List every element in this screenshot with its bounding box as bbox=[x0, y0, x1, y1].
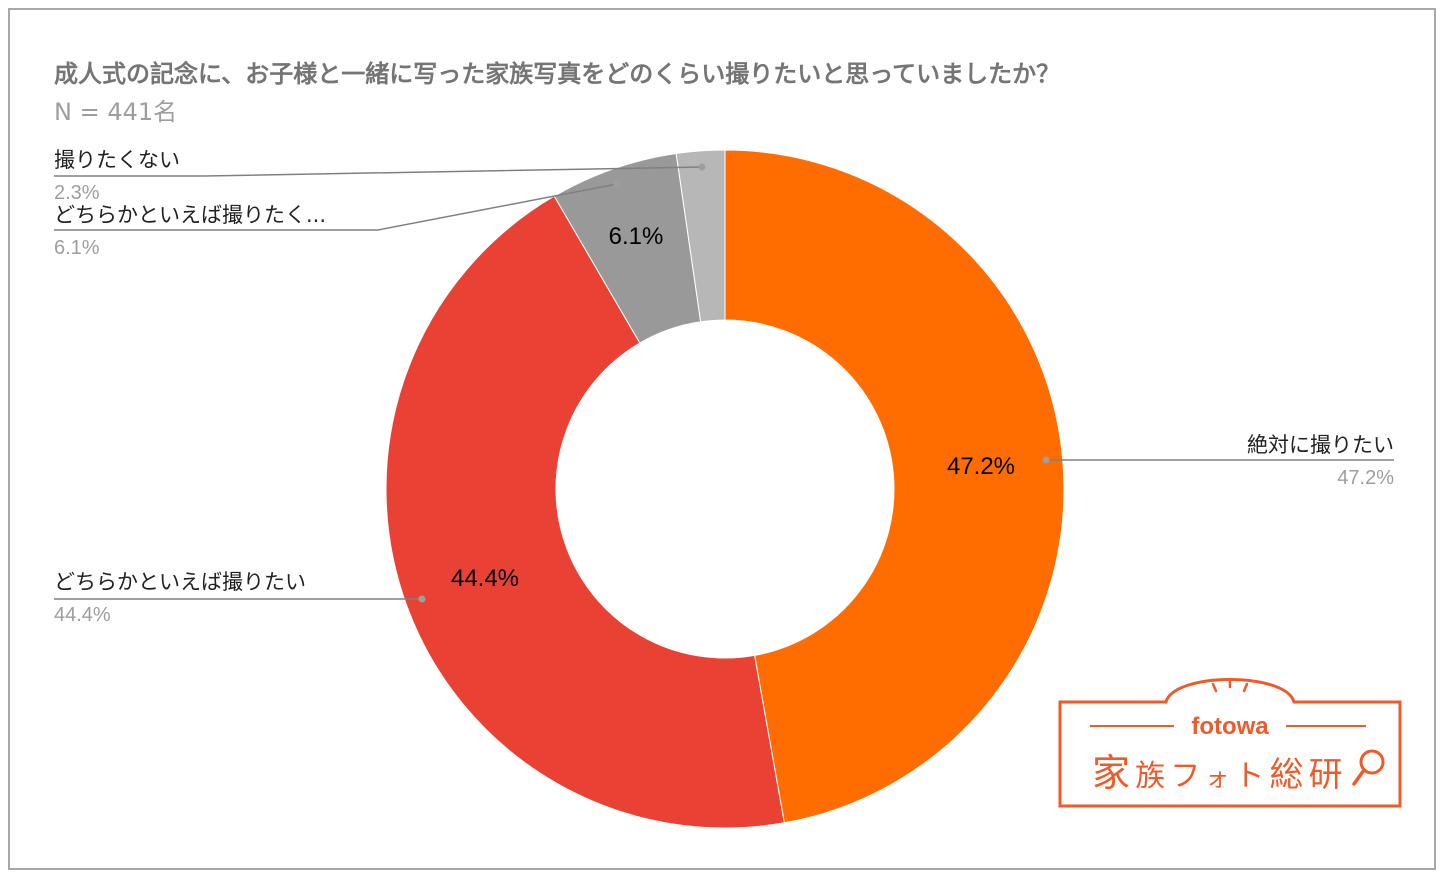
fotowa-logo: fotowa 家 族 フ ォ ト 総 研 bbox=[1058, 677, 1402, 808]
slice-inner-label-absolutely-want: 47.2% bbox=[947, 453, 1015, 480]
logo-char-4: ォ bbox=[1205, 764, 1229, 792]
leader-line-dont-want bbox=[54, 166, 703, 177]
logo-border bbox=[1058, 678, 1402, 808]
logo-char-1: 家 bbox=[1092, 751, 1130, 795]
slice-dont-want bbox=[675, 149, 726, 323]
slice-inner-label-somewhat-dont-want: 6.1% bbox=[609, 223, 664, 250]
chart-subtitle: N = 441名 bbox=[54, 98, 178, 126]
slice-somewhat-want bbox=[385, 195, 785, 829]
logo-char-2: 族 bbox=[1135, 759, 1165, 794]
leader-line-somewhat-dont-want bbox=[54, 183, 618, 231]
legend-label-dont-want: 撮りたくない bbox=[54, 148, 180, 172]
logo-char-6: 総 bbox=[1269, 755, 1303, 795]
legend-value-dont-want: 2.3% bbox=[54, 182, 100, 204]
legend-label-somewhat-want: どちらかといえば撮りたい bbox=[54, 570, 306, 594]
logo-brand: fotowa bbox=[1191, 713, 1269, 740]
legend-label-absolutely-want: 絶対に撮りたい bbox=[1247, 433, 1394, 457]
legend-label-somewhat-dont-want: どちらかといえば撮りたく... bbox=[54, 203, 326, 227]
logo-char-7: 研 bbox=[1309, 755, 1343, 795]
leader-dot-somewhat-dont-want bbox=[613, 180, 621, 188]
chart-title: 成人式の記念に、お子様と一緒に写った家族写真をどのくらい撮りたいと思っていました… bbox=[54, 60, 1061, 88]
legend-value-somewhat-dont-want: 6.1% bbox=[54, 237, 100, 259]
magnifier-icon bbox=[1352, 749, 1385, 786]
svg-text:家 族 フ ォ ト: 家 族 フ ォ ト 総 研 bbox=[1092, 751, 1343, 795]
leader-dot-somewhat-want bbox=[418, 595, 426, 603]
slice-absolutely-want bbox=[724, 149, 1065, 824]
logo-char-5: ト bbox=[1234, 759, 1264, 794]
leader-dot-absolutely-want bbox=[1042, 456, 1050, 464]
leader-dot-dont-want bbox=[698, 163, 706, 171]
legend-value-somewhat-want: 44.4% bbox=[54, 604, 111, 626]
slice-inner-label-somewhat-want: 44.4% bbox=[451, 565, 519, 592]
logo-char-3: フ bbox=[1170, 759, 1200, 794]
legend-value-absolutely-want: 47.2% bbox=[1337, 467, 1394, 489]
